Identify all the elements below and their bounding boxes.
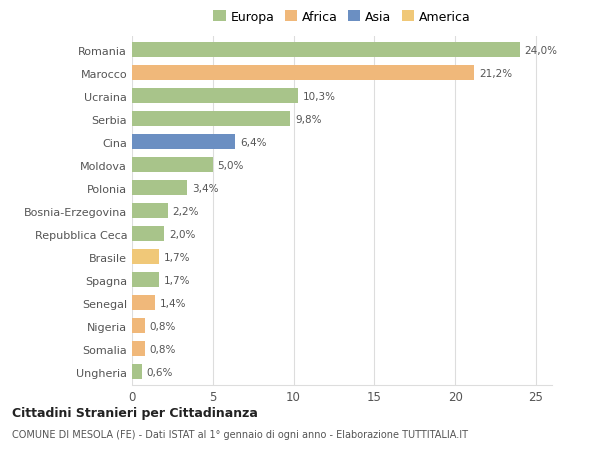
Text: 5,0%: 5,0% (218, 160, 244, 170)
Bar (132, 112, 290, 127)
Text: 6,4%: 6,4% (240, 137, 267, 147)
Text: 1,7%: 1,7% (164, 252, 191, 262)
Text: Cittadini Stranieri per Cittadinanza: Cittadini Stranieri per Cittadinanza (12, 406, 258, 419)
Bar (132, 181, 187, 196)
Text: 10,3%: 10,3% (303, 91, 336, 101)
Bar (132, 135, 235, 150)
Bar (132, 66, 475, 81)
Bar (132, 273, 160, 287)
Bar (132, 204, 167, 218)
Text: 1,4%: 1,4% (160, 298, 186, 308)
Text: COMUNE DI MESOLA (FE) - Dati ISTAT al 1° gennaio di ogni anno - Elaborazione TUT: COMUNE DI MESOLA (FE) - Dati ISTAT al 1°… (12, 429, 468, 439)
Text: 24,0%: 24,0% (524, 45, 557, 56)
Bar (132, 319, 145, 333)
Bar (132, 341, 145, 356)
Text: 2,0%: 2,0% (169, 229, 196, 239)
Text: 0,6%: 0,6% (146, 367, 173, 377)
Bar (132, 89, 298, 104)
Bar (132, 158, 213, 173)
Bar (132, 250, 160, 264)
Text: 2,2%: 2,2% (172, 206, 199, 216)
Legend: Europa, Africa, Asia, America: Europa, Africa, Asia, America (213, 11, 471, 23)
Text: 9,8%: 9,8% (295, 114, 322, 124)
Bar (132, 227, 164, 241)
Text: 0,8%: 0,8% (150, 321, 176, 331)
Text: 1,7%: 1,7% (164, 275, 191, 285)
Text: 3,4%: 3,4% (192, 183, 218, 193)
Bar (132, 43, 520, 58)
Text: 0,8%: 0,8% (150, 344, 176, 354)
Text: 21,2%: 21,2% (479, 68, 512, 78)
Bar (132, 296, 155, 310)
Bar (132, 364, 142, 379)
